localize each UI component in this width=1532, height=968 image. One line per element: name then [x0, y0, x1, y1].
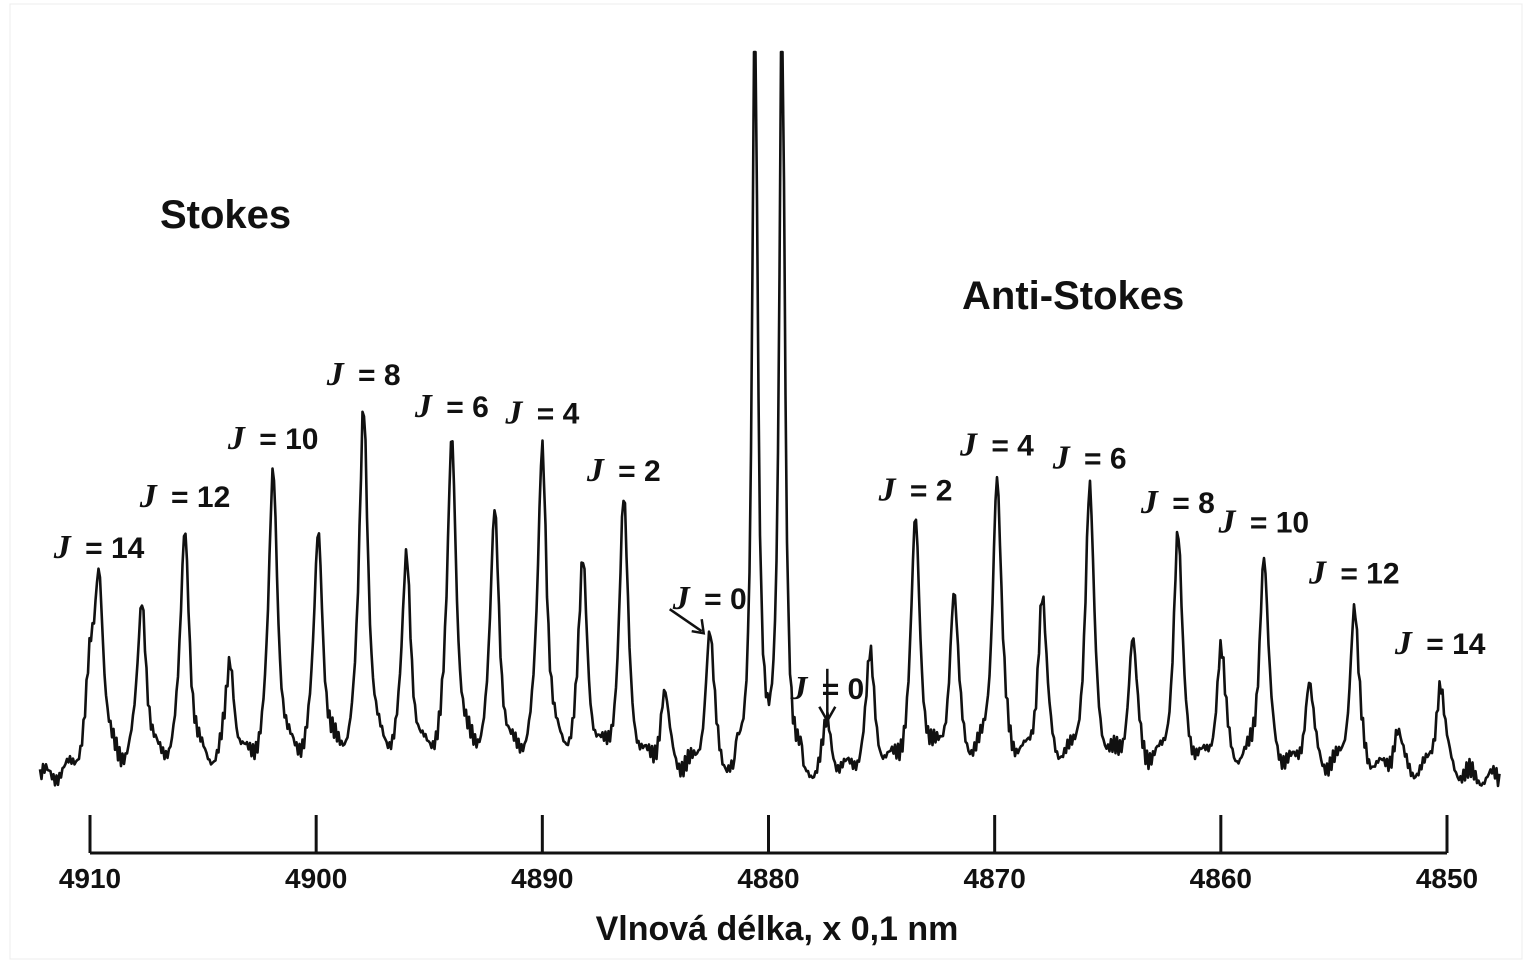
stokes-j-label: J = 0 [672, 580, 747, 617]
anti-stokes-j-label: J = 14 [1394, 625, 1486, 662]
anti-stokes-j-label: J = 2 [878, 471, 953, 508]
stokes-j-value: = 4 [528, 398, 579, 431]
anti-stokes-j-symbol: J [1308, 555, 1327, 592]
anti-stokes-region-label: Anti-Stokes [962, 274, 1184, 318]
anti-stokes-j-symbol: J [1394, 625, 1413, 662]
stokes-j-label: J = 10 [227, 420, 319, 457]
stokes-j-symbol: J [586, 452, 605, 489]
x-tick-label: 4880 [737, 863, 799, 894]
anti-stokes-j-label: J = 10 [1218, 503, 1310, 540]
anti-stokes-j-value: = 4 [983, 430, 1034, 463]
stokes-region-label: Stokes [160, 193, 291, 237]
anti-stokes-j-value: = 6 [1076, 442, 1127, 475]
anti-stokes-j-label: J = 12 [1308, 555, 1400, 592]
stokes-j-symbol: J [504, 395, 523, 432]
anti-stokes-j0-arrowhead [818, 706, 837, 724]
stokes-j-label: J = 4 [504, 395, 579, 432]
anti-stokes-j-symbol: J [1140, 484, 1159, 521]
stokes-j-symbol: J [326, 356, 345, 393]
x-tick-label: 4900 [285, 863, 347, 894]
anti-stokes-j-symbol: J [789, 670, 808, 707]
stokes-j-label: J = 6 [414, 388, 489, 425]
anti-stokes-j-label: J = 8 [1140, 484, 1215, 521]
stokes-j-symbol: J [414, 388, 433, 425]
anti-stokes-j-symbol: J [878, 471, 897, 508]
anti-stokes-j-label: J = 4 [959, 427, 1034, 464]
stokes-j-symbol: J [53, 529, 72, 566]
x-axis-title: Vlnová délka, x 0,1 nm [596, 910, 959, 948]
stokes-j0-arrow [668, 608, 703, 633]
anti-stokes-j-symbol: J [959, 427, 978, 464]
x-tick-label: 4850 [1416, 863, 1478, 894]
stokes-j-value: = 0 [696, 583, 747, 616]
anti-stokes-j-value: = 10 [1242, 506, 1310, 539]
anti-stokes-j-label: J = 0 [789, 670, 864, 707]
stokes-j-label: J = 2 [586, 452, 661, 489]
stokes-j-symbol: J [672, 580, 691, 617]
stokes-j-value: = 8 [350, 359, 401, 392]
spectrum-trace [38, 50, 1501, 788]
x-tick-label: 4860 [1190, 863, 1252, 894]
anti-stokes-j-value: = 0 [813, 673, 864, 706]
anti-stokes-j-value: = 2 [902, 474, 953, 507]
anti-stokes-j-value: = 12 [1332, 558, 1400, 591]
anti-stokes-j-value: = 8 [1164, 487, 1215, 520]
anti-stokes-j-symbol: J [1218, 503, 1237, 540]
stokes-j-value: = 10 [251, 423, 319, 456]
anti-stokes-j-symbol: J [1052, 439, 1071, 476]
stokes-j-symbol: J [139, 478, 158, 515]
stokes-j-value: = 14 [77, 532, 145, 565]
anti-stokes-j-value: = 14 [1418, 628, 1486, 661]
anti-stokes-j-label: J = 6 [1052, 439, 1127, 476]
stokes-j-value: = 2 [610, 455, 661, 488]
stokes-j-value: = 6 [438, 391, 489, 424]
x-tick-label: 4870 [964, 863, 1026, 894]
x-tick-label: 4910 [59, 863, 121, 894]
x-tick-label: 4890 [511, 863, 573, 894]
stokes-j0-arrowhead [691, 619, 706, 635]
stokes-j-label: J = 8 [326, 356, 401, 393]
stokes-j-value: = 12 [163, 481, 231, 514]
stokes-j-label: J = 14 [53, 529, 145, 566]
stokes-j-symbol: J [227, 420, 246, 457]
stokes-j-label: J = 12 [139, 478, 231, 515]
